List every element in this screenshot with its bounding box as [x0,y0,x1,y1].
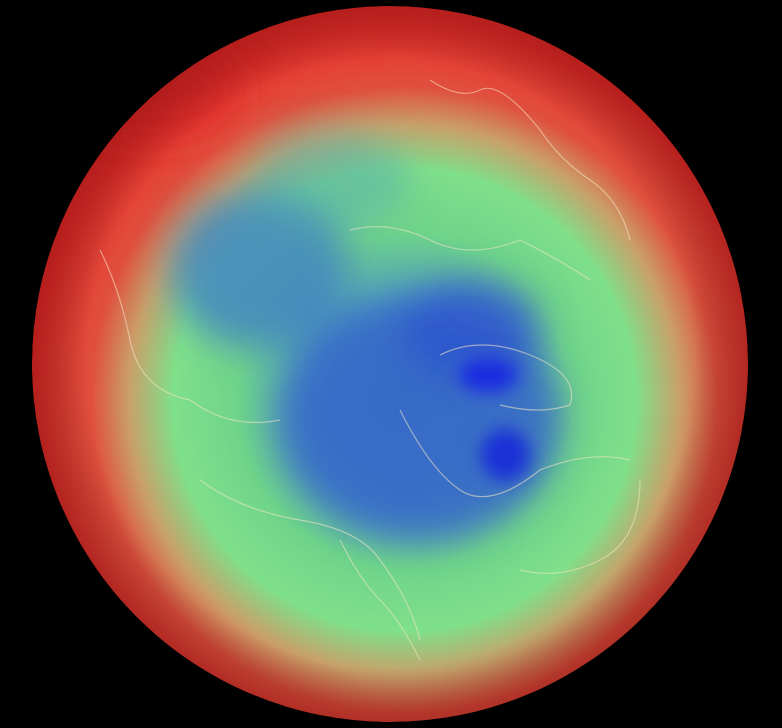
globe [32,6,748,722]
limb-shade [32,6,748,722]
